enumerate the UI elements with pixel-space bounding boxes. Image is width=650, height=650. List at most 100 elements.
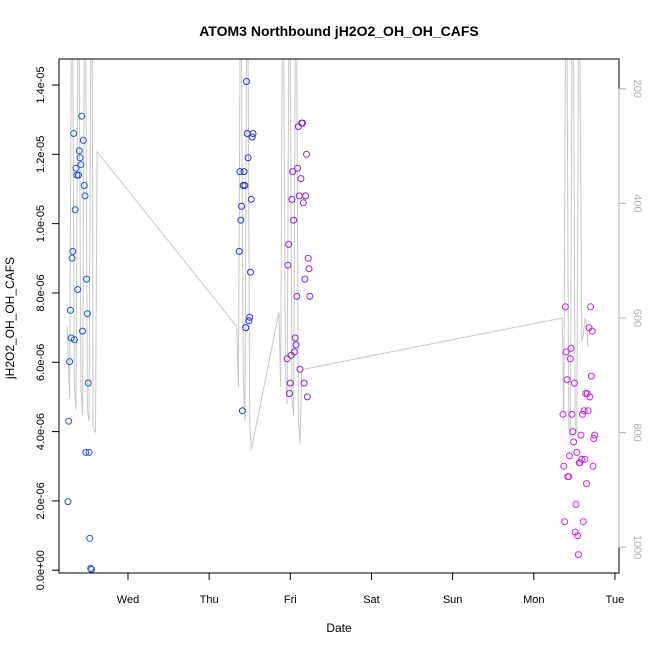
data-point <box>289 168 297 176</box>
secondary-y-tick-label: 1000 <box>631 535 643 559</box>
y-tick-label: 8.0e-06 <box>35 274 47 311</box>
plot-frame <box>58 58 620 574</box>
data-point <box>567 344 575 352</box>
data-point <box>86 534 94 542</box>
data-point <box>591 431 599 439</box>
data-point <box>581 455 589 463</box>
altitude-trace-layer <box>66 58 589 450</box>
series-1 <box>64 112 95 573</box>
data-point <box>560 462 568 470</box>
series-2 <box>235 78 257 415</box>
data-point <box>291 334 299 342</box>
data-point <box>578 455 586 463</box>
data-point <box>297 175 305 183</box>
data-point <box>237 216 245 224</box>
data-point <box>235 247 243 255</box>
data-point <box>284 261 292 269</box>
data-point <box>64 498 72 506</box>
data-point <box>577 431 585 439</box>
y-tick-label: 2.0e-06 <box>35 482 47 519</box>
y-axis: 0.0e+00 2.0e-06 4.0e-06 6.0e-06 8.0e-06 1.0e-… <box>35 66 60 590</box>
data-point <box>569 428 577 436</box>
data-point <box>570 379 578 387</box>
data-point <box>87 565 95 572</box>
data-point <box>301 275 309 283</box>
altitude-trace-line <box>66 58 589 450</box>
y-tick-label: 4.0e-06 <box>35 413 47 450</box>
data-point <box>292 341 300 349</box>
x-tick-label: Tue <box>606 594 625 606</box>
data-point <box>245 317 253 325</box>
data-point <box>244 154 252 162</box>
data-point <box>246 313 254 321</box>
data-point <box>240 168 248 176</box>
data-point <box>283 355 291 363</box>
data-point <box>580 407 588 415</box>
data-point <box>306 292 314 300</box>
data-point <box>74 286 82 293</box>
data-point <box>85 448 93 456</box>
data-point <box>563 376 571 384</box>
data-point <box>69 247 77 255</box>
data-point <box>562 348 570 356</box>
x-tick-label: Sat <box>363 594 380 606</box>
data-point <box>288 195 296 203</box>
data-points-layer <box>64 78 599 573</box>
data-point <box>294 123 302 131</box>
data-point <box>572 500 580 508</box>
data-point <box>70 336 78 344</box>
data-point <box>303 393 311 401</box>
data-point <box>70 130 78 137</box>
data-point <box>579 410 586 418</box>
x-tick-label: Sun <box>443 594 463 606</box>
data-point <box>294 164 302 172</box>
data-point <box>79 327 86 335</box>
y-tick-label: 1.2e-05 <box>35 136 47 173</box>
y-tick-label: 1.0e-05 <box>35 205 47 242</box>
data-point <box>249 130 257 137</box>
data-point <box>75 147 83 155</box>
data-point <box>286 379 294 387</box>
data-point <box>304 254 312 262</box>
data-point <box>238 202 246 210</box>
secondary-y-tick-label: 800 <box>631 423 643 441</box>
data-point <box>566 355 574 363</box>
data-point <box>287 351 295 359</box>
data-point <box>238 407 246 415</box>
data-point <box>573 448 581 456</box>
data-point <box>76 154 84 162</box>
data-point <box>566 452 573 460</box>
data-point <box>565 473 573 481</box>
data-point <box>293 292 301 300</box>
data-point <box>571 528 579 536</box>
data-point <box>296 365 304 373</box>
data-point <box>561 303 569 311</box>
data-point <box>79 136 87 144</box>
y-tick-label: 0.0e+00 <box>35 550 47 590</box>
data-point <box>83 275 91 283</box>
data-point <box>587 303 595 311</box>
secondary-y-tick-label: 200 <box>631 80 643 98</box>
data-point <box>285 240 293 248</box>
data-point <box>241 182 249 189</box>
data-point <box>579 518 587 526</box>
data-point <box>242 324 250 332</box>
data-point <box>302 192 310 200</box>
data-point <box>570 438 578 446</box>
x-tick-label: Wed <box>117 594 139 606</box>
data-point <box>299 199 307 207</box>
x-tick-label: Fri <box>284 594 297 606</box>
data-point <box>305 265 313 273</box>
data-point <box>83 310 91 318</box>
data-point <box>290 348 298 356</box>
data-point <box>66 358 74 366</box>
data-point <box>561 518 569 526</box>
data-point <box>576 459 584 467</box>
data-point <box>568 410 576 418</box>
data-point <box>66 306 74 314</box>
data-point <box>583 480 590 488</box>
data-point <box>574 551 582 559</box>
data-point <box>290 216 298 224</box>
x-axis-label: Date <box>326 621 352 635</box>
